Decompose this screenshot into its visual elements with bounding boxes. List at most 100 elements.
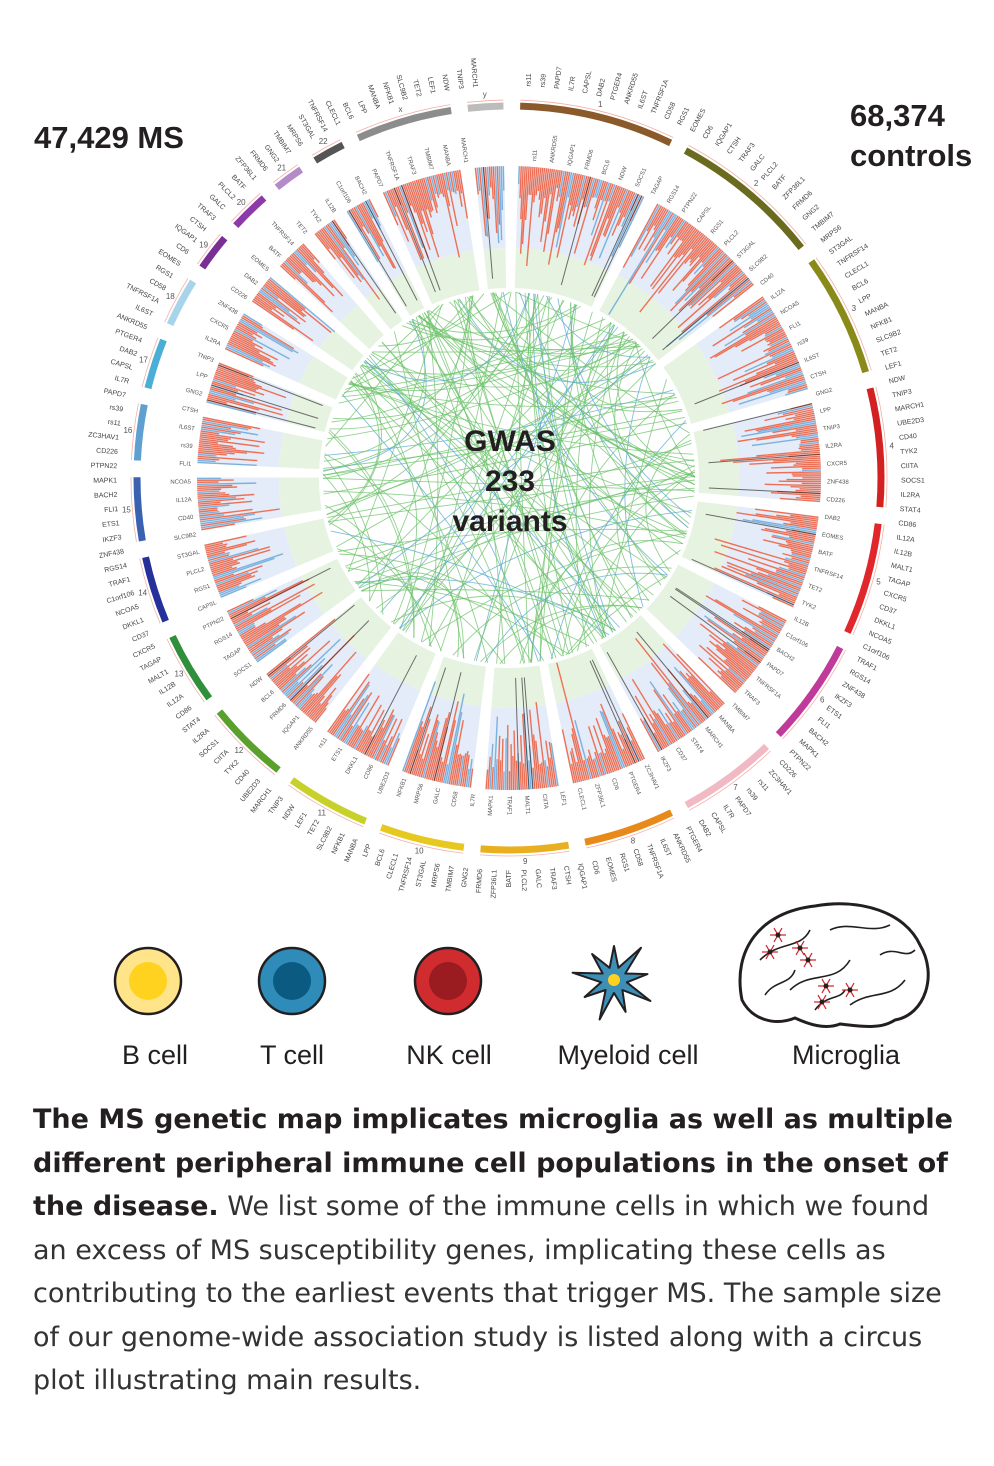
association-bar (592, 759, 600, 778)
association-bar (755, 508, 819, 518)
gene-label: NCOA5 (867, 630, 892, 646)
association-bar (598, 189, 629, 259)
lead-variant-marker (691, 558, 795, 606)
association-bar (715, 598, 779, 638)
association-bar (206, 401, 256, 415)
association-bar (538, 167, 544, 200)
association-bar (209, 549, 271, 569)
association-bar (799, 488, 821, 491)
gene-label: ANKRD55 (624, 72, 640, 105)
association-bar (229, 337, 260, 354)
association-bar (583, 177, 594, 208)
association-bar (571, 747, 581, 783)
association-bar (611, 728, 629, 767)
association-bar (316, 231, 330, 250)
association-bar (500, 166, 504, 211)
interaction-link (624, 356, 651, 608)
variant-label: MARCH1 (459, 137, 468, 164)
association-bar (216, 367, 256, 384)
cell-nucleus (429, 962, 467, 1000)
association-bar (747, 558, 805, 579)
variant-label: TNFRSF14 (813, 567, 844, 582)
association-bar (702, 247, 721, 268)
association-bar (795, 489, 821, 493)
association-bar (455, 170, 463, 207)
gene-label: ETS1 (825, 705, 843, 721)
association-bar (617, 188, 627, 208)
association-bar (635, 637, 703, 724)
association-bar (414, 733, 430, 776)
interaction-link (539, 304, 577, 662)
association-bar (241, 316, 295, 350)
association-bar (212, 378, 237, 388)
association-bar (775, 569, 805, 581)
association-bar (650, 662, 700, 726)
association-bar (515, 760, 518, 790)
association-bar (302, 651, 357, 713)
association-bar (800, 447, 820, 451)
association-bar (204, 542, 223, 548)
variant-label: TRAF3 (405, 156, 417, 177)
association-bar (744, 349, 794, 373)
association-bar (456, 170, 463, 194)
gene-label: CXCR5 (132, 643, 157, 660)
gene-label: GNG2 (263, 144, 280, 164)
gene-label: MAPK1 (93, 478, 117, 485)
association-bar (643, 209, 669, 251)
gene-label: LEF1 (884, 360, 902, 371)
interaction-link (358, 354, 649, 588)
interaction-link (418, 314, 695, 468)
association-bar (734, 621, 773, 647)
association-bar (215, 371, 287, 399)
association-bar (677, 230, 700, 258)
chromosome-label: 21 (277, 164, 286, 173)
association-bar (501, 738, 504, 790)
lead-variant-marker (705, 513, 816, 536)
association-bar (198, 500, 253, 507)
variant-label: CD40 (178, 515, 195, 523)
association-bar (201, 422, 232, 430)
association-bar (292, 252, 335, 297)
association-bar (363, 201, 374, 219)
lead-variant-marker (591, 193, 639, 297)
variant-label: CXCR5 (209, 317, 230, 332)
association-bar (227, 342, 277, 367)
association-bar (241, 603, 302, 640)
association-bar (397, 186, 409, 214)
interaction-link (336, 548, 570, 655)
association-bar (486, 166, 491, 196)
association-bar (656, 712, 676, 743)
association-bar (328, 709, 346, 734)
association-bar (413, 180, 440, 258)
interaction-link (391, 595, 616, 631)
association-bar (199, 438, 260, 448)
association-bar (456, 755, 463, 786)
association-bar (256, 639, 287, 663)
chromosome-outline (141, 337, 159, 387)
myeloid-cell-label: Myeloid cell (557, 1040, 699, 1070)
association-bar (705, 595, 778, 639)
association-bar (587, 749, 598, 778)
association-bar (403, 721, 424, 773)
association-bar (459, 753, 467, 787)
variant-label: STAT4 (689, 737, 705, 756)
chromosome-outline (815, 257, 872, 371)
chromosome-outline (166, 638, 205, 703)
association-bar (716, 644, 753, 674)
association-bar (358, 730, 372, 753)
variant-label: DKKL1 (345, 755, 360, 775)
immune-cell-icons (113, 902, 930, 1028)
association-bar (764, 324, 782, 335)
association-bar (226, 344, 263, 363)
variant-label: MARCH1 (703, 726, 724, 750)
chromosome-outline (688, 144, 807, 245)
variant-label: PLCL2 (724, 229, 741, 247)
variant-label: TNFRSF1A (383, 150, 399, 181)
association-bar (197, 486, 238, 489)
interaction-link (370, 353, 687, 535)
association-bar (787, 385, 808, 394)
association-bar (207, 395, 260, 411)
association-bar (670, 220, 687, 245)
gene-label: rs39 (540, 74, 548, 88)
association-bar (723, 659, 748, 680)
